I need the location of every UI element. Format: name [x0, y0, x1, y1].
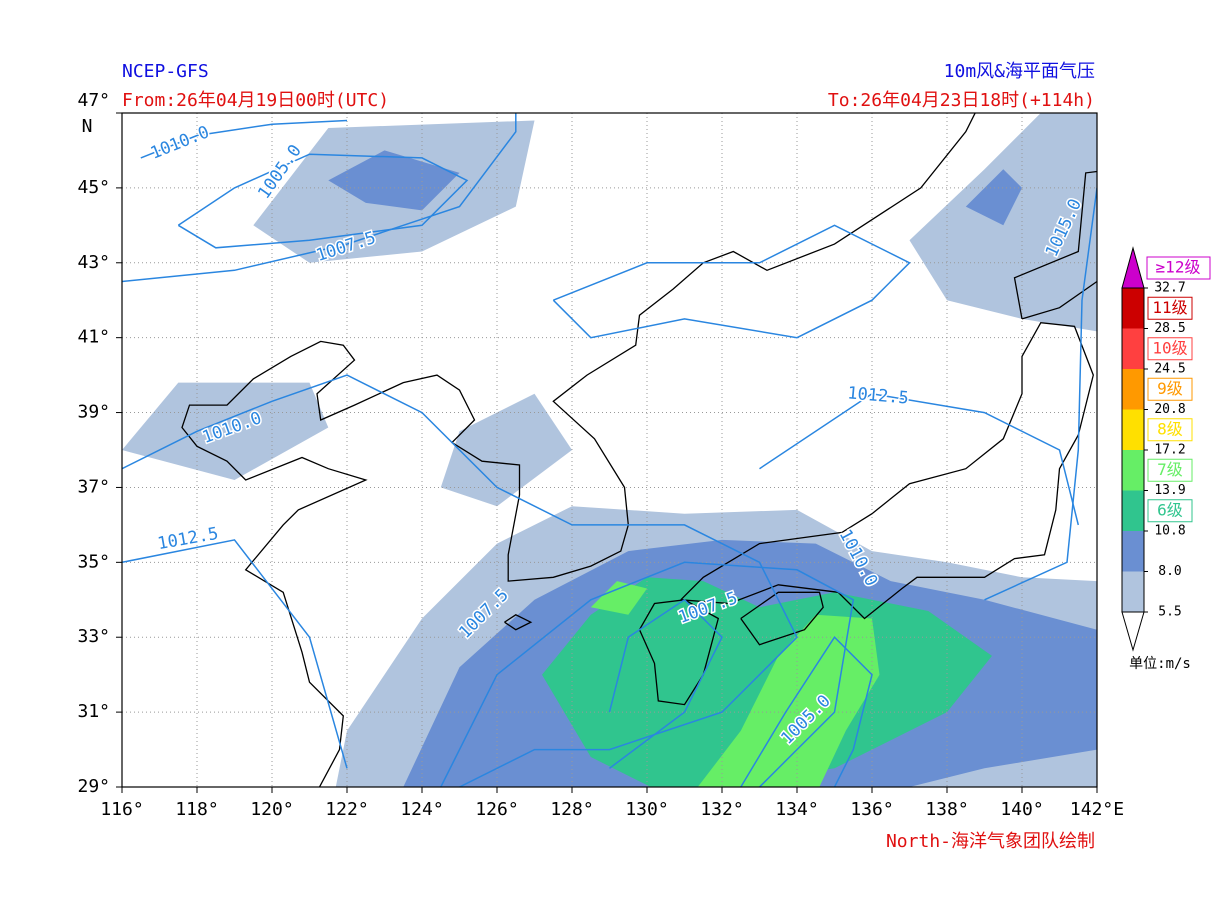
isobar: [984, 187, 1097, 601]
coastline: [740, 591, 824, 646]
lat-unit: N: [82, 116, 93, 137]
colorbar-label: 10.8: [1154, 524, 1185, 539]
isobar: [122, 539, 348, 769]
lat-tick-label: 47°: [77, 90, 110, 111]
colorbar-segment: [1122, 571, 1144, 612]
grade-box: [1147, 296, 1193, 320]
wind-area: [440, 393, 572, 507]
legend-unit: 单位:m/s: [1129, 656, 1191, 672]
isobar: [608, 598, 723, 769]
wind-area: [965, 169, 1022, 226]
grade-box: [1147, 377, 1193, 401]
colorbar-label: 20.8: [1154, 402, 1185, 417]
colorbar-segment: [1122, 369, 1144, 410]
colorbar-label: 28.5: [1154, 321, 1185, 336]
lon-tick-label: 142°E: [1070, 799, 1124, 820]
init-time: From:26年04月19日00时(UTC): [122, 90, 389, 111]
map-frame: [121, 112, 1098, 788]
grade-box: [1146, 256, 1211, 280]
wind-shading: [122, 113, 1097, 787]
isobars: [122, 113, 1097, 787]
grade-label: 6级: [1157, 500, 1183, 519]
valid-time: To:26年04月23日18时(+114h): [828, 90, 1095, 111]
isobar: [122, 374, 798, 787]
isobar: [140, 119, 348, 159]
wind-area: [697, 614, 880, 787]
isobar: [440, 561, 855, 787]
lon-tick-label: 118°: [175, 799, 218, 820]
colorbar-label: 8.0: [1158, 564, 1181, 579]
lon-tick-label: 124°: [400, 799, 443, 820]
colorbar-label: 17.2: [1154, 443, 1185, 458]
lon-tick-label: 130°: [625, 799, 668, 820]
grade-label: ≥12级: [1156, 258, 1201, 277]
isobar: [740, 636, 873, 787]
coastline: [181, 113, 976, 787]
lat-tick-label: 31°: [77, 701, 110, 722]
grade-box: [1147, 499, 1193, 523]
lon-tick-label: 120°: [250, 799, 293, 820]
grade-label: 8级: [1157, 419, 1183, 438]
colorbar-top: [1121, 246, 1145, 289]
lat-tick-label: 45°: [77, 177, 110, 198]
colorbar-label: 5.5: [1158, 605, 1181, 620]
colorbar-segment: [1122, 409, 1144, 450]
lon-tick-label: 122°: [325, 799, 368, 820]
lon-tick-label: 116°: [100, 799, 143, 820]
grade-box: [1147, 458, 1193, 482]
colorbar-segment: [1122, 490, 1144, 531]
grade-label: 7级: [1157, 460, 1183, 479]
colorbar-label: 13.9: [1154, 483, 1185, 498]
colorbar: 5.5 8.0 10.8 13.9 17.2 20.8 24.5 28.5 32.7 6级 7级 8级…: [1121, 246, 1211, 652]
isobar: [177, 153, 469, 249]
isobar: [122, 113, 517, 283]
lat-tick-label: 37°: [77, 476, 110, 497]
lat-tick-label: 41°: [77, 327, 110, 348]
lon-tick-label: 134°: [775, 799, 818, 820]
grade-label: 9级: [1157, 379, 1183, 398]
colorbar-label: 24.5: [1154, 362, 1185, 377]
colorbar-segment: [1122, 450, 1144, 491]
source: NCEP-GFS: [122, 61, 209, 82]
lon-tick-label: 126°: [475, 799, 518, 820]
grade-label: 10级: [1152, 338, 1187, 357]
coastline: [1013, 170, 1097, 320]
credit: North-海洋气象团队绘制: [886, 831, 1095, 852]
wind-area: [328, 150, 460, 211]
lon-tick-label: 140°: [1000, 799, 1043, 820]
lat-tick-label: 43°: [77, 252, 110, 273]
colorbar-segment: [1122, 531, 1144, 572]
lon-tick-label: 138°: [925, 799, 968, 820]
coastline: [504, 614, 533, 631]
lat-tick-label: 29°: [77, 776, 110, 797]
lat-tick-label: 33°: [77, 626, 110, 647]
colorbar-segment: [1122, 288, 1144, 329]
grade-box: [1147, 337, 1193, 361]
isobar: [759, 393, 1080, 526]
grade-label: 11级: [1152, 298, 1187, 317]
lon-tick-label: 132°: [700, 799, 743, 820]
lat-tick-label: 39°: [77, 402, 110, 423]
wind-area: [122, 382, 329, 480]
colorbar-label: 32.7: [1154, 281, 1185, 296]
grade-box: [1147, 418, 1193, 442]
colorbar-bottom: [1121, 611, 1145, 652]
isobar: [552, 224, 911, 339]
lon-tick-label: 128°: [550, 799, 593, 820]
colorbar-segment: [1122, 328, 1144, 369]
lat-tick-label: 35°: [77, 551, 110, 572]
lon-tick-label: 136°: [850, 799, 893, 820]
product-title: 10m风&海平面气压: [944, 61, 1095, 82]
wind-area: [590, 581, 647, 615]
isobar-label: 1010.0: [148, 122, 212, 164]
